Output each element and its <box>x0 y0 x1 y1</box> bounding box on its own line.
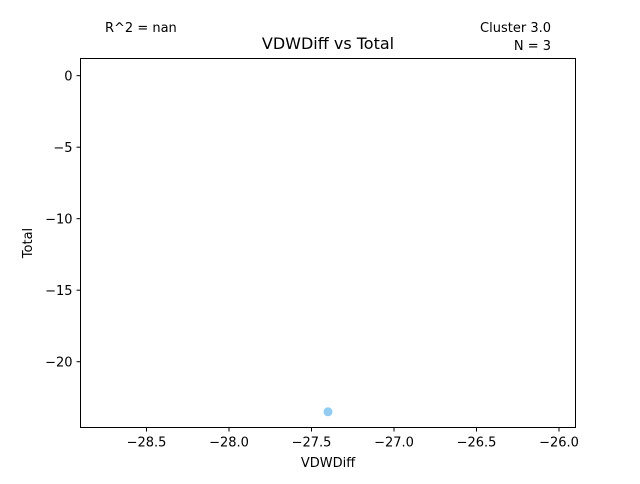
plot-area-frame <box>80 58 576 428</box>
y-axis-ticks: 0 −5 −10 −15 −20 <box>45 70 81 371</box>
chart-title: VDWDiff vs Total <box>262 34 394 53</box>
data-points <box>323 407 333 417</box>
cluster-annotation: Cluster 3.0 <box>480 21 551 36</box>
x-axis-ticks: −28.5 −28.0 −27.5 −27.0 −26.5 −26.0 <box>127 427 579 451</box>
r-squared-annotation: R^2 = nan <box>105 21 177 36</box>
y-axis-label: Total <box>21 228 36 259</box>
y-tick-label: −20 <box>45 356 72 371</box>
x-tick-label: −26.5 <box>457 436 497 451</box>
n-annotation: N = 3 <box>514 39 551 54</box>
y-tick-label: 0 <box>64 70 72 85</box>
y-tick-label: −5 <box>53 141 72 156</box>
y-tick-label: −15 <box>45 284 72 299</box>
x-tick-label: −27.0 <box>374 436 414 451</box>
x-axis-label: VDWDiff <box>301 456 356 471</box>
x-tick-label: −27.5 <box>292 436 332 451</box>
x-tick-label: −28.0 <box>209 436 249 451</box>
x-tick-label: −28.5 <box>127 436 167 451</box>
x-tick-label: −26.0 <box>539 436 579 451</box>
scatter-point <box>323 407 333 417</box>
y-tick-label: −10 <box>45 213 72 228</box>
